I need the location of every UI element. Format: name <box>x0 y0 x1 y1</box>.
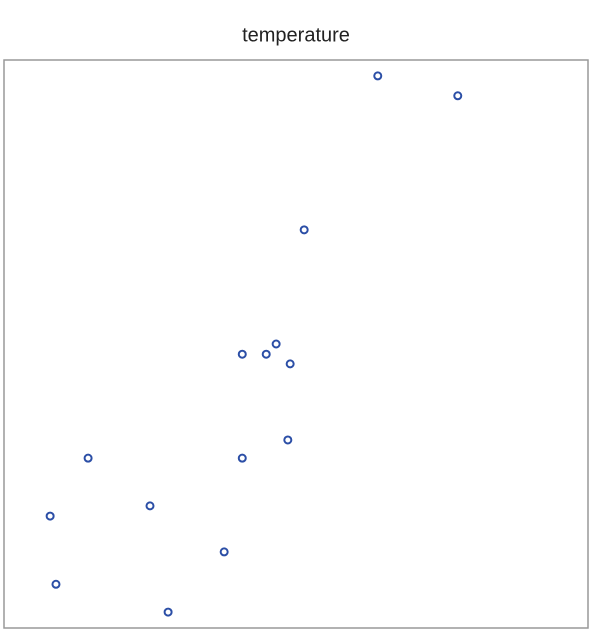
point <box>453 91 463 101</box>
point <box>237 453 247 463</box>
point <box>51 579 61 589</box>
point <box>219 547 229 557</box>
point <box>45 511 55 521</box>
plot-frame <box>3 59 589 629</box>
point <box>237 349 247 359</box>
point <box>145 501 155 511</box>
point <box>163 607 173 617</box>
point <box>83 453 93 463</box>
point <box>299 225 309 235</box>
point <box>285 359 295 369</box>
chart-title: temperature <box>242 24 350 46</box>
point <box>283 435 293 445</box>
point <box>271 339 281 349</box>
point <box>373 71 383 81</box>
point <box>261 349 271 359</box>
